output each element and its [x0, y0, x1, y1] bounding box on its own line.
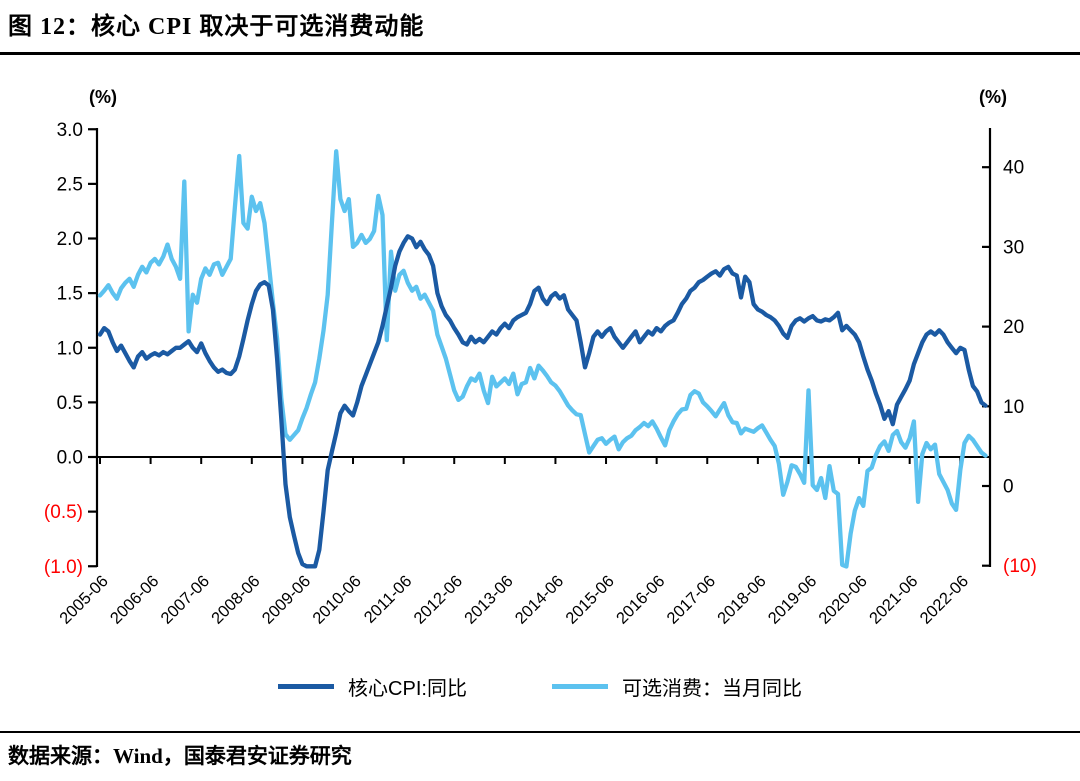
- footer-rule: [0, 731, 1080, 733]
- right-axis-tick-label: 20: [1003, 317, 1024, 338]
- legend-label-core-cpi: 核心CPI:同比: [348, 678, 467, 700]
- left-axis-tick-label: (0.5): [44, 502, 83, 523]
- legend-label-optional-consumption: 可选消费：当月同比: [621, 678, 802, 700]
- x-axis-tick-label: 2008-06: [208, 572, 264, 628]
- x-axis-tick-label: 2005-06: [56, 572, 112, 628]
- x-axis-tick-label: 2012-06: [411, 572, 467, 628]
- x-axis-tick-label: 2022-06: [917, 572, 973, 628]
- x-axis-tick-label: 2011-06: [361, 572, 416, 627]
- series-line-optional-consumption: [97, 149, 988, 569]
- left-axis-tick-label: 2.0: [57, 229, 83, 250]
- right-axis-tick-label: 40: [1003, 158, 1024, 179]
- legend-item-core-cpi: 核心CPI:同比: [278, 672, 467, 701]
- x-axis-tick-label: 2007-06: [157, 572, 213, 628]
- x-axis-tick-label: 2016-06: [613, 572, 669, 628]
- series-line-core-cpi: [97, 234, 988, 569]
- right-axis-tick-label: (10): [1003, 556, 1037, 577]
- x-axis-tick-label: 2006-06: [107, 572, 163, 628]
- left-axis-unit-label: (%): [89, 87, 117, 107]
- left-axis-tick-label: 0.5: [57, 393, 83, 414]
- right-axis-tick-label: 30: [1003, 237, 1024, 258]
- legend-line-optional-consumption-icon: [551, 684, 608, 689]
- data-source: 数据来源：Wind，国泰君安证券研究: [8, 744, 352, 768]
- left-axis-tick-label: 3.0: [57, 120, 83, 141]
- x-axis-tick-label: 2018-06: [714, 572, 770, 628]
- right-axis-tick-label: 0: [1003, 477, 1014, 498]
- left-axis-tick-label: 1.5: [57, 284, 83, 305]
- left-axis-tick-label: 2.5: [57, 174, 83, 195]
- x-axis-tick-label: 2009-06: [259, 572, 315, 628]
- x-axis-tick-label: 2020-06: [815, 572, 871, 628]
- x-axis-tick-label: 2019-06: [765, 572, 821, 628]
- x-axis-tick-label: 2014-06: [512, 572, 568, 628]
- x-axis-tick-label: 2017-06: [664, 572, 720, 628]
- right-axis-tick-label: 10: [1003, 397, 1024, 418]
- x-axis-tick-label: 2010-06: [309, 572, 365, 628]
- x-axis-tick-label: 2013-06: [461, 572, 517, 628]
- right-axis-unit-label: (%): [979, 87, 1007, 107]
- left-axis-tick-label: (1.0): [44, 557, 83, 578]
- figure-title: 图 12：核心 CPI 取决于可选消费动能: [8, 14, 425, 40]
- legend-line-core-cpi-icon: [278, 684, 335, 689]
- left-axis-tick-label: 1.0: [57, 338, 83, 359]
- x-axis-tick-label: 2021-06: [866, 572, 922, 628]
- chart-legend: 核心CPI:同比 可选消费：当月同比: [0, 672, 1080, 701]
- title-underline: [0, 52, 1080, 55]
- x-axis-tick-label: 2015-06: [562, 572, 618, 628]
- left-axis-tick-label: 0.0: [57, 448, 83, 469]
- legend-item-optional-consumption: 可选消费：当月同比: [551, 672, 802, 701]
